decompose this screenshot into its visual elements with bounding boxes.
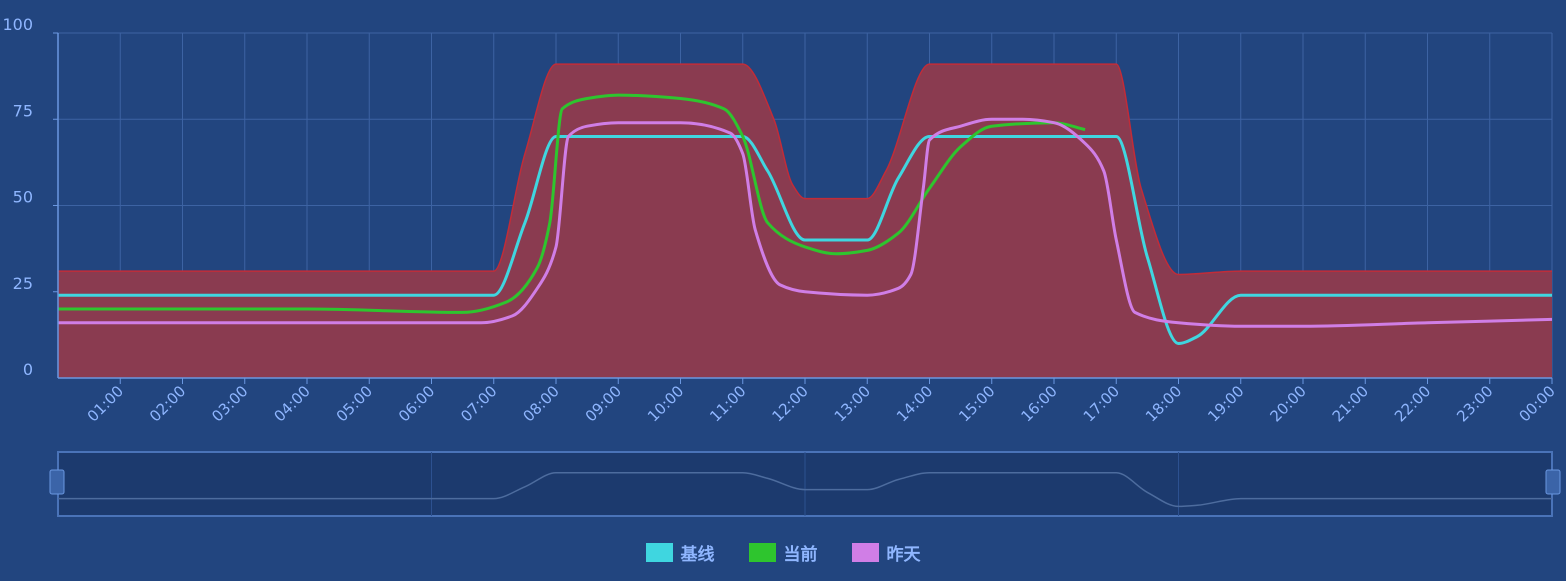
legend-label: 基线 <box>680 545 715 565</box>
x-tick-label: 00:00 <box>1516 382 1559 425</box>
series-line-current <box>58 93 1086 314</box>
legend-swatch <box>851 543 879 562</box>
legend-item-yesterday[interactable]: 昨天 <box>851 540 921 565</box>
x-tick-label: 10:00 <box>644 382 687 425</box>
range-band <box>57 63 1552 378</box>
x-tick-label: 11:00 <box>706 382 749 425</box>
legend-label: 当前 <box>783 545 818 565</box>
x-tick-label: 22:00 <box>1391 382 1434 425</box>
slider-handle-right[interactable] <box>1545 469 1561 495</box>
legend-item-current[interactable]: 当前 <box>748 540 818 565</box>
x-tick-label: 09:00 <box>582 382 625 425</box>
x-tick-label: 19:00 <box>1204 382 1247 425</box>
y-tick-label: 0 <box>23 360 33 379</box>
x-tick-label: 06:00 <box>395 382 438 425</box>
y-tick-label: 100 <box>2 15 33 34</box>
series-lines <box>58 93 1553 345</box>
legend-swatch <box>645 543 673 562</box>
x-tick-label: 12:00 <box>769 382 812 425</box>
x-tick-label: 05:00 <box>333 382 376 425</box>
y-tick-label: 50 <box>13 188 33 207</box>
x-tick-label: 16:00 <box>1018 382 1061 425</box>
slider-handle-left[interactable] <box>49 469 65 495</box>
series-line-baseline <box>58 134 1552 345</box>
y-tick-label: 25 <box>13 274 33 293</box>
x-tick-label: 23:00 <box>1453 382 1496 425</box>
legend-item-baseline[interactable]: 基线 <box>645 540 715 565</box>
series-line-yesterday <box>58 117 1553 328</box>
band-edge <box>57 63 1552 276</box>
x-tick-label: 15:00 <box>955 382 998 425</box>
x-tick-label: 17:00 <box>1080 382 1123 425</box>
y-tick-label: 75 <box>13 101 33 120</box>
x-tick-label: 14:00 <box>893 382 936 425</box>
legend: 基线 当前 昨天 <box>0 540 1566 565</box>
x-tick-label: 08:00 <box>520 382 563 425</box>
x-tick-label: 04:00 <box>271 382 314 425</box>
x-tick-label: 03:00 <box>208 382 251 425</box>
x-tick-label: 21:00 <box>1329 382 1372 425</box>
x-tick-label: 07:00 <box>457 382 500 425</box>
x-tick-label: 20:00 <box>1267 382 1310 425</box>
legend-swatch <box>748 543 776 562</box>
legend-label: 昨天 <box>886 545 921 565</box>
data-zoom-slider[interactable] <box>49 451 1561 517</box>
x-tick-label: 18:00 <box>1142 382 1185 425</box>
x-tick-label: 01:00 <box>84 382 127 425</box>
band-area <box>58 64 1552 378</box>
x-tick-label: 13:00 <box>831 382 874 425</box>
x-tick-label: 02:00 <box>146 382 189 425</box>
slider-preview-line <box>58 472 1552 508</box>
